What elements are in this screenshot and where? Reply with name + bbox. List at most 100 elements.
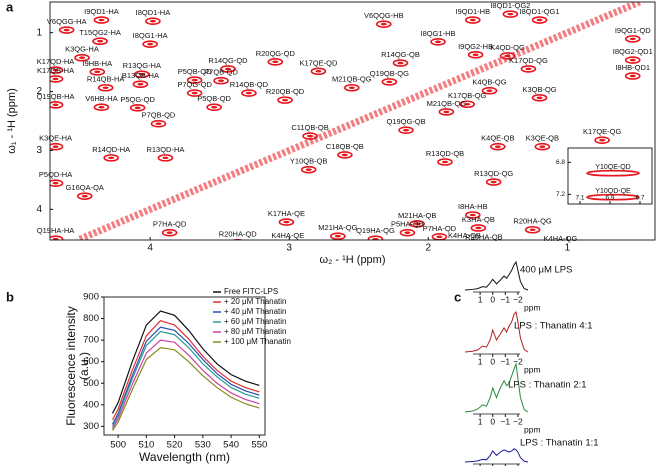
cross-peak-core xyxy=(108,156,115,160)
cross-peak-core xyxy=(557,246,563,249)
peak-label: P5QG-QD xyxy=(120,95,155,104)
cross-peak-core xyxy=(469,18,476,22)
peak-label: R14QG-QD xyxy=(208,56,248,65)
series-line xyxy=(111,330,260,427)
cross-peak-core xyxy=(134,106,141,110)
cross-peak-core xyxy=(403,128,410,132)
cross-peak-core xyxy=(435,40,442,44)
cross-peak xyxy=(330,232,346,240)
cross-peak xyxy=(129,103,146,112)
peak-label: K3QG-HA xyxy=(65,45,99,54)
x-tick-label: 510 xyxy=(138,440,154,451)
cross-peak-core xyxy=(341,153,348,157)
cross-peak xyxy=(161,228,178,237)
cross-peak xyxy=(381,78,398,86)
cross-peak-core xyxy=(147,42,154,46)
x-tick-label: −2 xyxy=(513,294,523,304)
cross-peak xyxy=(74,53,90,62)
x-axis-label: ppm xyxy=(524,364,541,374)
cross-peak-core xyxy=(162,156,169,160)
y-tick-label: 400 xyxy=(83,399,99,410)
peak-label: G16QA-QA xyxy=(66,183,104,192)
peak-label: V6QQG-HB xyxy=(364,11,404,20)
cross-peak xyxy=(50,235,64,240)
cross-peak xyxy=(133,70,150,79)
cross-peak-core xyxy=(490,180,497,184)
peak-label: K4HA-QG xyxy=(544,234,578,243)
series-line xyxy=(111,320,260,421)
cross-peak-core xyxy=(629,37,636,41)
peak-label: I8QD1-QG2 xyxy=(490,1,530,10)
peak-label: R13QD-QG xyxy=(474,169,513,178)
y-axis-label: (a.u.) xyxy=(77,352,91,380)
cross-peak-core xyxy=(283,220,290,224)
peak-label: I8QD1-HA xyxy=(136,8,171,17)
cross-peak-core xyxy=(191,78,198,82)
peak-label: I8QG1-HA xyxy=(133,31,168,40)
cross-peak-core xyxy=(536,96,543,100)
peak-label: P5QB-QD xyxy=(178,67,212,76)
cross-peak-core xyxy=(481,244,487,247)
peak-label: V6QGG-HA xyxy=(47,17,87,26)
spectrum xyxy=(464,448,529,463)
cross-peak xyxy=(277,96,293,104)
x-tick-label: −1 xyxy=(500,294,510,304)
cross-peak-core xyxy=(334,234,341,238)
x-tick-label: 6.9 xyxy=(605,195,614,202)
peak-label: R14QB-HA xyxy=(87,75,125,84)
cross-peak-core xyxy=(404,231,411,234)
legend-label: + 20 μM Thanatin xyxy=(224,297,287,306)
peak-label: Y10QB-QB xyxy=(290,157,328,166)
cross-peak-core xyxy=(97,39,104,43)
cross-peak xyxy=(220,65,236,73)
cross-peak-core xyxy=(380,22,387,26)
peak-label: P7QB-QD xyxy=(204,68,238,77)
cross-peak xyxy=(50,66,64,74)
cross-peak xyxy=(375,20,392,28)
peak-label: I8QD1-QG1 xyxy=(520,7,560,16)
cross-peak-core xyxy=(52,68,59,72)
cross-peak xyxy=(399,228,416,237)
x-axis-label: Wavelength (nm) xyxy=(139,450,230,464)
peak-label: K17QE-QD xyxy=(299,58,338,67)
peak-label: Q19QB-QG xyxy=(370,69,409,78)
cross-peak xyxy=(531,93,548,102)
cross-peak xyxy=(310,67,327,76)
x-axis-label: ppm xyxy=(524,302,541,312)
cross-peak-core xyxy=(348,86,355,90)
x-tick-label: −2 xyxy=(513,356,523,366)
cross-peak-core xyxy=(81,194,88,198)
peak-label: I9QG2-HB xyxy=(458,42,493,51)
x-tick-label: 500 xyxy=(110,440,126,451)
cross-peak-core xyxy=(235,241,241,244)
cross-peak-core xyxy=(443,110,450,114)
cross-peak xyxy=(50,142,64,151)
cross-peak xyxy=(157,154,174,162)
cross-peak xyxy=(481,86,498,95)
peak-label: I9QD1-HB xyxy=(456,7,491,16)
x-tick-label: 0 xyxy=(490,356,495,366)
peak-label: K4HA-QE xyxy=(271,231,304,240)
cross-peak-core xyxy=(539,145,546,148)
cross-peak xyxy=(132,80,149,89)
cross-peak-core xyxy=(307,134,314,138)
y-axis-label: ω₁ - ¹H (ppm) xyxy=(6,88,18,153)
peak-label: M21QB-QG xyxy=(427,99,467,108)
cross-peak-core xyxy=(94,70,101,74)
peak-label: C11QB-QB xyxy=(291,123,328,132)
peak-label: P7HA-QD xyxy=(423,224,457,233)
cross-peak xyxy=(232,238,244,240)
x-tick-label: −1 xyxy=(500,416,510,426)
peak-label: T15QG2-HA xyxy=(79,28,121,37)
spectrum-title: LPS : Thanatin 1:1 xyxy=(520,438,599,449)
peak-label: P7QB-QD xyxy=(142,111,176,120)
peak-label: R20HA-QD xyxy=(219,230,258,239)
cross-peak xyxy=(241,89,257,97)
peak-label: I8HB-QD1 xyxy=(615,63,650,72)
y-tick-label: 4 xyxy=(36,204,42,215)
peak-label: K17QB-QG xyxy=(448,91,487,100)
peak-label: I8QG2-QD1 xyxy=(613,47,653,56)
peak-label: Q19HA-QG xyxy=(356,226,395,235)
cross-peak-core xyxy=(486,89,493,93)
cross-peak xyxy=(594,136,610,144)
